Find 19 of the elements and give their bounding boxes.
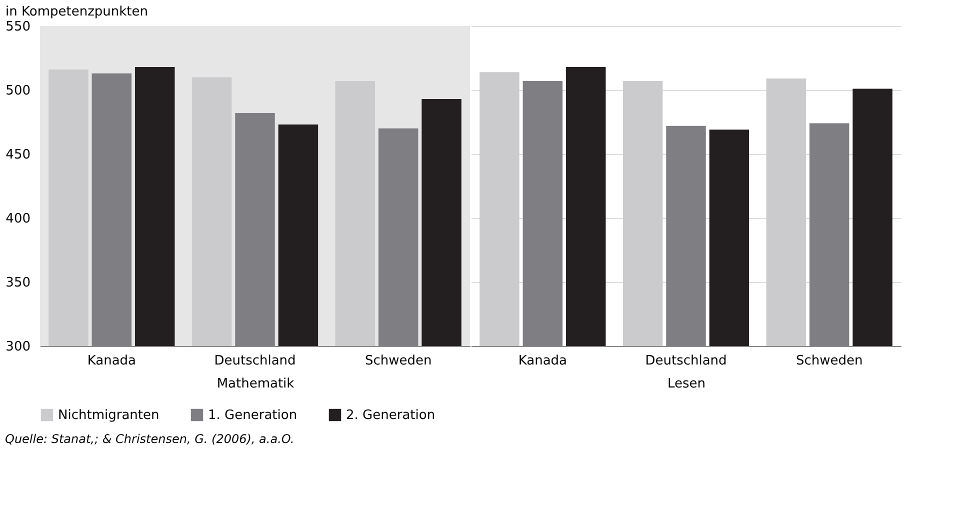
legend-label: 1. Generation (208, 408, 298, 423)
x-tick-label: Deutschland (645, 354, 727, 368)
x-tick-label: Schweden (364, 354, 432, 368)
legend-label: Nichtmigranten (58, 408, 160, 423)
x-tick-label: Kanada (518, 354, 568, 368)
x-tick-label: Kanada (87, 354, 136, 368)
x-axis-title: Lesen (667, 376, 706, 392)
y-tick-label: 300 (6, 340, 30, 354)
y-tick-label: 450 (6, 148, 30, 162)
y-axis-title: in Kompetenzpunkten (6, 4, 148, 20)
y-tick-label: 500 (6, 84, 30, 98)
legend-label: 2. Generation (346, 408, 436, 423)
y-tick-label: 400 (6, 212, 30, 226)
source-note: Quelle: Stanat,; & Christensen, G. (2006), a.a.O. (5, 432, 294, 446)
x-tick-label: Schweden (796, 354, 863, 368)
y-tick-label: 350 (6, 276, 30, 290)
x-tick-label: Deutschland (214, 354, 296, 368)
x-axis-title: Mathematik (216, 376, 295, 392)
y-tick-label: 550 (6, 20, 30, 34)
